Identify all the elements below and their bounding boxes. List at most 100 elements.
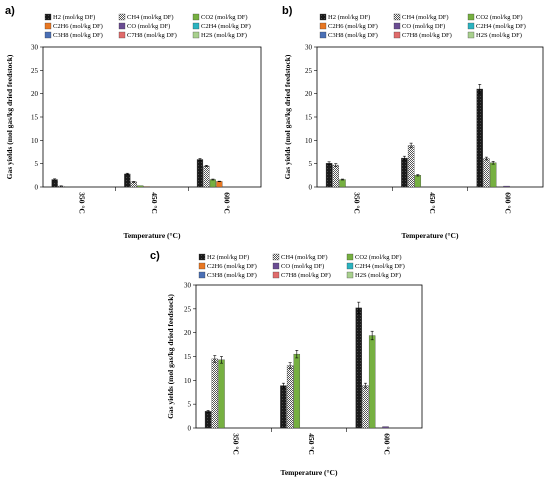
bar	[124, 173, 131, 188]
legend-label: CO (mol/kg DF)	[281, 263, 324, 270]
legend-label: C3H8 (mol/kg DF)	[207, 272, 257, 279]
legend-label: C7H8 (mol/kg DF)	[127, 32, 177, 39]
legend-swatch	[44, 31, 52, 39]
legend-item: C2H4 (mol/kg DF)	[467, 22, 526, 30]
legend-item: H2S (mol/kg DF)	[192, 31, 247, 39]
legend-swatch	[118, 31, 126, 39]
legend-item: CO2 (mol/kg DF)	[346, 253, 402, 261]
legend-item: H2 (mol/kg DF)	[319, 13, 370, 21]
x-tick-label: 450 °C	[428, 192, 437, 214]
x-tick-label: 350 °C	[353, 192, 362, 214]
legend-swatch	[393, 13, 401, 21]
bar	[414, 175, 422, 188]
legend-swatch	[467, 31, 475, 39]
legend-label: CH4 (mol/kg DF)	[127, 14, 174, 21]
legend-swatch	[319, 22, 327, 30]
legend-label: H2S (mol/kg DF)	[201, 32, 247, 39]
legend-label: C2H6 (mol/kg DF)	[53, 23, 103, 30]
plot-frame	[316, 46, 544, 188]
legend-swatch	[346, 262, 354, 270]
bar	[204, 411, 212, 429]
bar	[362, 385, 369, 429]
legend-swatch	[118, 13, 126, 21]
legend-label: CO (mol/kg DF)	[127, 23, 170, 30]
legend-label: C2H4 (mol/kg DF)	[355, 263, 405, 270]
legend-swatch	[198, 271, 206, 279]
bar	[293, 353, 301, 429]
legend-item: C2H6 (mol/kg DF)	[44, 22, 103, 30]
chart-panel-1: b) 0 5 10 15 20 25 30 Gas yields (mol gas/kg dri…	[282, 5, 544, 240]
legend-item: C2H4 (mol/kg DF)	[346, 262, 405, 270]
legend-swatch	[319, 13, 327, 21]
legend-swatch	[467, 22, 475, 30]
y-tick-label: 5	[309, 160, 313, 168]
panel-label: b)	[282, 5, 293, 17]
bar	[51, 179, 58, 188]
y-axis-title: Gas yields (mol gas/kg dried feedstock)	[166, 294, 175, 419]
legend-swatch	[393, 22, 401, 30]
bar	[137, 185, 144, 188]
y-tick-label: 25	[184, 305, 192, 313]
y-tick-label: 10	[305, 137, 313, 145]
x-axis-title: Temperature (°C)	[124, 231, 181, 240]
panel-label: c)	[150, 250, 160, 262]
y-axis-title: Gas yields (mol gas/kg dried feedstock)	[5, 54, 14, 179]
legend-item: C3H8 (mol/kg DF)	[44, 31, 103, 39]
y-tick-label: 30	[305, 44, 313, 52]
bar	[196, 159, 204, 188]
legend-label: H2 (mol/kg DF)	[53, 14, 95, 21]
legend-item: C7H8 (mol/kg DF)	[272, 271, 331, 279]
legend-label: CO (mol/kg DF)	[402, 23, 445, 30]
y-tick-label: 10	[31, 137, 39, 145]
legend-item: CH4 (mol/kg DF)	[393, 13, 449, 21]
legend-label: C7H8 (mol/kg DF)	[281, 272, 331, 279]
y-tick-label: 5	[188, 401, 192, 409]
legend-item: C7H8 (mol/kg DF)	[393, 31, 452, 39]
legend-swatch	[393, 31, 401, 39]
bar	[401, 157, 408, 188]
legend-item: CH4 (mol/kg DF)	[118, 13, 174, 21]
bar	[476, 88, 483, 188]
legend-swatch	[44, 13, 52, 21]
legend-label: C2H4 (mol/kg DF)	[476, 23, 526, 30]
legend-item: CH4 (mol/kg DF)	[272, 253, 328, 261]
legend-item: CO (mol/kg DF)	[272, 262, 324, 270]
bar	[339, 179, 346, 188]
legend-swatch	[319, 31, 327, 39]
legend-label: C3H8 (mol/kg DF)	[328, 32, 378, 39]
y-tick-label: 15	[305, 114, 313, 122]
plot-frame	[195, 284, 423, 429]
bar	[355, 307, 362, 429]
bar	[280, 385, 287, 429]
bar	[203, 165, 210, 188]
y-tick-label: 0	[35, 184, 39, 192]
legend-swatch	[44, 22, 52, 30]
legend-label: H2S (mol/kg DF)	[355, 272, 401, 279]
legend-swatch	[192, 13, 200, 21]
x-axis-title: Temperature (°C)	[402, 231, 459, 240]
legend-item: C3H8 (mol/kg DF)	[198, 271, 257, 279]
legend-item: C2H6 (mol/kg DF)	[319, 22, 378, 30]
legend-item: H2S (mol/kg DF)	[467, 31, 522, 39]
bar	[382, 426, 389, 429]
bar	[218, 359, 225, 429]
legend-swatch	[192, 31, 200, 39]
x-tick-label: 600 °C	[382, 433, 391, 455]
legend-label: CO2 (mol/kg DF)	[355, 254, 402, 261]
y-tick-label: 0	[188, 425, 192, 433]
legend-label: C2H6 (mol/kg DF)	[207, 263, 257, 270]
legend-label: CO2 (mol/kg DF)	[201, 14, 248, 21]
legend-swatch	[272, 253, 280, 261]
legend-swatch	[272, 262, 280, 270]
panel-label: a)	[5, 5, 15, 17]
bar	[209, 179, 216, 188]
bar	[407, 145, 415, 188]
y-tick-label: 10	[184, 377, 192, 385]
legend-swatch	[467, 13, 475, 21]
legend-label: C2H6 (mol/kg DF)	[328, 23, 378, 30]
legend-item: H2 (mol/kg DF)	[44, 13, 95, 21]
bar	[503, 185, 510, 188]
y-tick-label: 20	[31, 90, 39, 98]
y-tick-label: 15	[31, 114, 39, 122]
